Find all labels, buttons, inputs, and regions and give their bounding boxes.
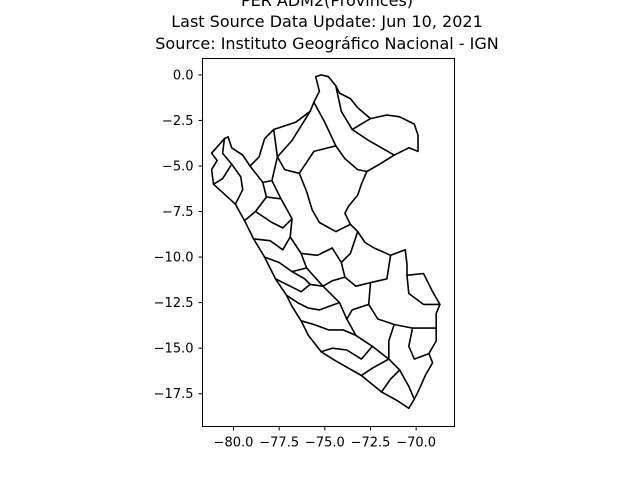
province-boundary-7 xyxy=(262,179,273,184)
province-boundary-25 xyxy=(335,85,372,131)
y-tick-label: −12.5 xyxy=(154,296,194,311)
province-boundary-10 xyxy=(252,236,291,251)
province-boundary-23 xyxy=(388,323,395,360)
map-title: PER ADM2(Provinces) xyxy=(241,0,413,10)
province-boundary-14 xyxy=(300,320,357,337)
plot-area xyxy=(202,58,455,427)
x-tick-label: −80.0 xyxy=(214,436,254,451)
y-tick-label: −5.0 xyxy=(162,159,194,174)
province-boundary-6 xyxy=(230,163,244,205)
y-tick-label: −15.0 xyxy=(154,342,194,357)
country-outline xyxy=(210,74,441,410)
province-boundary-17 xyxy=(380,369,401,393)
y-tick-label: −17.5 xyxy=(154,387,194,402)
province-boundary-26 xyxy=(351,128,395,156)
province-boundary-16 xyxy=(360,358,390,377)
province-boundary-28 xyxy=(300,247,343,264)
province-boundary-18 xyxy=(340,230,392,287)
boundary-layer xyxy=(210,74,441,410)
province-boundary-0 xyxy=(271,128,416,400)
axes-frame xyxy=(202,58,455,427)
province-boundary-12 xyxy=(274,278,324,293)
y-axis: 0.0 −2.5 −5.0 −7.5 −10.0 −12.5 −15.0 −17.5 xyxy=(154,68,203,402)
x-tick-label: −77.5 xyxy=(259,436,299,451)
y-tick-label: −7.5 xyxy=(162,205,194,220)
province-boundary-9 xyxy=(254,210,293,229)
province-boundary-24 xyxy=(408,327,430,360)
province-boundary-1 xyxy=(313,101,368,173)
x-tick-label: −72.5 xyxy=(351,436,391,451)
province-boundary-27 xyxy=(276,110,311,158)
map-source: Source: Instituto Geográfico Nacional - … xyxy=(155,34,498,53)
province-boundary-19 xyxy=(322,276,346,287)
province-boundary-11 xyxy=(263,256,308,273)
province-boundary-8 xyxy=(265,196,282,200)
province-boundary-20 xyxy=(406,274,441,306)
title-block: PER ADM2(Provinces) Last Source Data Upd… xyxy=(155,0,498,53)
x-tick-label: −70.0 xyxy=(396,436,436,451)
x-axis: −80.0 −77.5 −75.0 −72.5 −70.0 xyxy=(214,426,436,451)
province-boundary-21 xyxy=(367,281,437,329)
y-tick-label: 0.0 xyxy=(173,68,194,83)
y-tick-label: −2.5 xyxy=(162,114,194,129)
province-boundary-2 xyxy=(298,145,352,233)
province-boundary-13 xyxy=(285,294,341,311)
province-boundary-22 xyxy=(346,303,370,320)
province-boundary-29 xyxy=(291,270,311,286)
y-tick-label: −10.0 xyxy=(154,251,194,266)
map-update-date: Last Source Data Update: Jun 10, 2021 xyxy=(171,12,483,31)
province-boundary-15 xyxy=(320,345,374,360)
x-tick-label: −75.0 xyxy=(305,436,345,451)
province-boundary-3 xyxy=(276,156,301,175)
